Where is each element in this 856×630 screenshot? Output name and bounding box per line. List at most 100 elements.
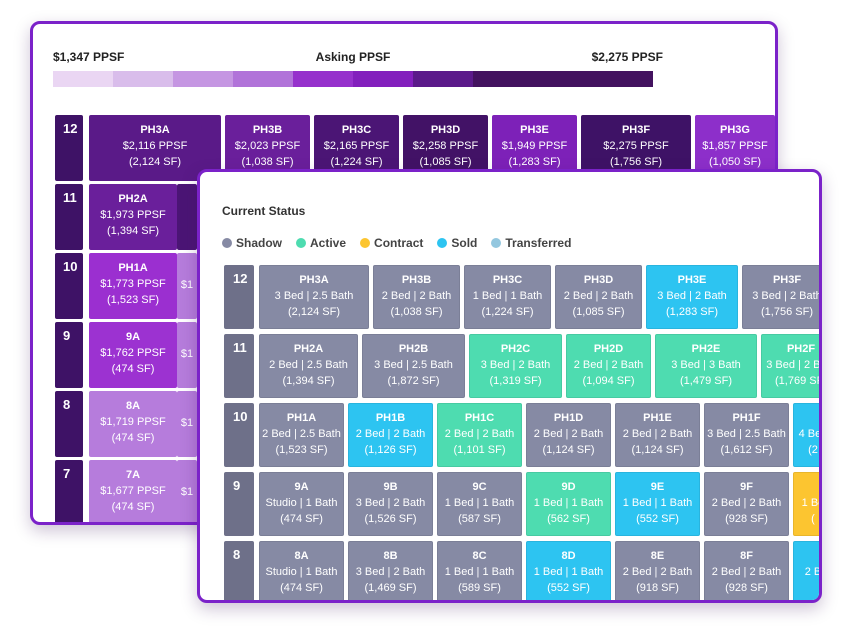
unit-name: 8C [472, 550, 487, 562]
status-floor-row: 10 PH1A 2 Bed | 2.5 Bath (1,523 SF) PH1B 2 Be… [200, 403, 819, 467]
unit-sf: (474 SF) [111, 432, 155, 444]
status-unit-cell[interactable]: 1 Be ( [793, 472, 819, 536]
price-scale-swatch [173, 71, 233, 87]
status-unit-cell[interactable]: 8B 3 Bed | 2 Bath (1,469 SF) [348, 541, 433, 600]
unit-name: PH3F [621, 124, 651, 136]
unit-name: PH3F [772, 274, 802, 286]
unit-sf: (552 SF) [636, 513, 679, 525]
price-unit-cell[interactable]: PH1A $1,773 PPSF (1,523 SF) [89, 253, 177, 319]
status-unit-cell[interactable]: 9D 1 Bed | 1 Bath (562 SF) [526, 472, 611, 536]
status-unit-cell[interactable]: PH1A 2 Bed | 2.5 Bath (1,523 SF) [259, 403, 344, 467]
legend-item-active[interactable]: Active [296, 236, 346, 250]
status-unit-cell[interactable]: PH1F 3 Bed | 2.5 Bath (1,612 SF) [704, 403, 789, 467]
floor-number: 8 [224, 541, 254, 600]
unit-sf: (587 SF) [458, 513, 501, 525]
unit-name: 8E [650, 550, 665, 562]
unit-name: 8F [740, 550, 753, 562]
unit-sf: (562 SF) [547, 513, 590, 525]
status-unit-cell[interactable]: PH2C 3 Bed | 2 Bath (1,319 SF) [469, 334, 562, 398]
status-unit-cell[interactable]: PH3F 3 Bed | 2 Bath (1,756 SF) [742, 265, 822, 329]
price-unit-cell[interactable]: 8A $1,719 PPSF (474 SF) [89, 391, 177, 457]
unit-sf: (1,523 SF) [275, 444, 328, 456]
unit-name: PH2A [293, 343, 324, 355]
unit-sf: (1,319 SF) [489, 375, 542, 387]
unit-sf: (1,523 SF) [107, 294, 159, 306]
legend-dot [296, 238, 307, 248]
price-scale-swatch [233, 71, 293, 87]
status-unit-cell[interactable]: PH1D 2 Bed | 2 Bath (1,124 SF) [526, 403, 611, 467]
price-unit-cell[interactable]: $1 [177, 460, 197, 522]
status-unit-cell[interactable]: 9A Studio | 1 Bath (474 SF) [259, 472, 344, 536]
status-unit-cell[interactable]: 9F 2 Bed | 2 Bath (928 SF) [704, 472, 789, 536]
legend-item-transferred[interactable]: Transferred [491, 236, 571, 250]
price-scale-swatch [353, 71, 413, 87]
status-unit-cell[interactable]: PH3A 3 Bed | 2.5 Bath (2,124 SF) [259, 265, 369, 329]
unit-name: PH2D [593, 343, 624, 355]
unit-sf: (1,283 SF) [508, 156, 561, 168]
unit-name: 9E [650, 481, 665, 493]
legend-dot [222, 238, 232, 248]
legend-item-sold[interactable]: Sold [437, 236, 477, 250]
price-unit-cell[interactable]: $1 [177, 253, 197, 319]
unit-sf: (1,756 SF) [610, 156, 662, 168]
status-unit-cell[interactable]: 8F 2 Bed | 2 Bath (928 SF) [704, 541, 789, 600]
status-unit-cell[interactable]: 8D 1 Bed | 1 Bath (552 SF) [526, 541, 611, 600]
unit-sf: (1,050 SF) [709, 156, 761, 168]
price-unit-cell[interactable]: $1 [177, 322, 197, 388]
unit-name: PH3A [140, 124, 170, 136]
status-unit-cell[interactable]: PH2B 3 Bed | 2.5 Bath (1,872 SF) [362, 334, 465, 398]
status-unit-cell[interactable]: PH3C 1 Bed | 1 Bath (1,224 SF) [464, 265, 551, 329]
unit-sf: (1,038 SF) [390, 306, 443, 318]
status-unit-cell[interactable]: PH1E 2 Bed | 2 Bath (1,124 SF) [615, 403, 700, 467]
status-card: Current Status Shadow Active Contract Sold T… [197, 169, 822, 603]
status-unit-cell[interactable]: 9C 1 Bed | 1 Bath (587 SF) [437, 472, 522, 536]
status-unit-cell[interactable]: 8A Studio | 1 Bath (474 SF) [259, 541, 344, 600]
price-unit-cell[interactable]: $1 [177, 391, 197, 457]
price-scale-swatch [53, 71, 113, 87]
legend-item-contract[interactable]: Contract [360, 236, 423, 250]
price-unit-cell[interactable]: 7A $1,677 PPSF (474 SF) [89, 460, 177, 522]
status-unit-cell[interactable]: PH3B 2 Bed | 2 Bath (1,038 SF) [373, 265, 460, 329]
status-unit-cell[interactable]: PH2D 2 Bed | 2 Bath (1,094 SF) [566, 334, 651, 398]
unit-sf: (928 SF) [725, 513, 768, 525]
status-unit-cell[interactable]: PH2F 3 Bed | 2 Bath (1,769 SF) [761, 334, 819, 398]
status-unit-cell[interactable]: 9E 1 Bed | 1 Bath (552 SF) [615, 472, 700, 536]
price-unit-cell[interactable]: 9A $1,762 PPSF (474 SF) [89, 322, 177, 388]
legend-dot [437, 238, 448, 248]
status-unit-cell[interactable]: 9B 3 Bed | 2 Bath (1,526 SF) [348, 472, 433, 536]
status-unit-cell[interactable]: 8E 2 Bed | 2 Bath (918 SF) [615, 541, 700, 600]
price-unit-cell[interactable] [177, 184, 197, 250]
unit-config: Studio | 1 Bath [265, 497, 338, 509]
price-unit-cell[interactable]: PH3A $2,116 PPSF (2,124 SF) [89, 115, 221, 181]
unit-ppsf: $2,165 PPSF [323, 140, 390, 152]
unit-config: 2 Bed | 2 Bath [381, 290, 452, 302]
status-unit-cell[interactable]: PH3E 3 Bed | 2 Bath (1,283 SF) [646, 265, 738, 329]
unit-sf: (1,224 SF) [481, 306, 534, 318]
status-unit-cell[interactable]: PH1B 2 Bed | 2 Bath (1,126 SF) [348, 403, 433, 467]
unit-ppsf: $1 [180, 348, 194, 360]
unit-name [794, 548, 819, 564]
unit-name: PH2C [500, 343, 531, 355]
status-unit-cell[interactable]: 4 Bed (2 [793, 403, 819, 467]
price-max-label: $2,275 PPSF [591, 50, 663, 64]
price-scale-labels: $1,347 PPSF Asking PPSF $2,275 PPSF [53, 50, 663, 66]
unit-sf: (474 SF) [111, 363, 155, 375]
unit-sf: (1,038 SF) [241, 156, 294, 168]
unit-name: 9D [561, 481, 576, 493]
status-unit-cell[interactable]: PH1C 2 Bed | 2 Bath (1,101 SF) [437, 403, 522, 467]
status-unit-cell[interactable]: PH3D 2 Bed | 2 Bath (1,085 SF) [555, 265, 642, 329]
status-unit-cell[interactable]: 2 B [793, 541, 819, 600]
price-floor-row: 10 PH1A $1,773 PPSF (1,523 SF) $1 [33, 253, 775, 319]
unit-sf: (1,224 SF) [330, 156, 383, 168]
unit-name: 9C [472, 481, 487, 493]
status-unit-cell[interactable]: PH2E 3 Bed | 3 Bath (1,479 SF) [655, 334, 757, 398]
legend-item-shadow[interactable]: Shadow [222, 236, 282, 250]
legend-dot [360, 238, 371, 248]
price-unit-cell[interactable]: PH2A $1,973 PPSF (1,394 SF) [89, 184, 177, 250]
legend-dot [491, 238, 502, 248]
unit-config: 3 Bed | 2 Bath [752, 290, 822, 302]
status-unit-cell[interactable]: 8C 1 Bed | 1 Bath (589 SF) [437, 541, 522, 600]
legend-label: Active [310, 236, 347, 250]
status-unit-cell[interactable]: PH2A 2 Bed | 2.5 Bath (1,394 SF) [259, 334, 358, 398]
price-scale-swatch [413, 71, 473, 87]
